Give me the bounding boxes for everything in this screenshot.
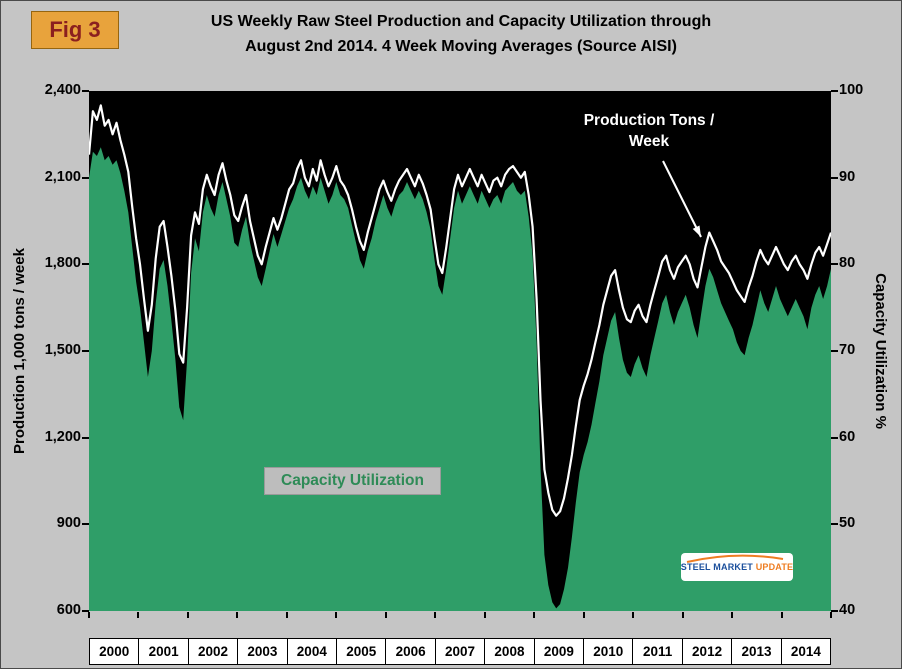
left-axis-tick-label: 1,200 [44, 428, 81, 445]
x-axis-tick-mark [731, 612, 734, 618]
right-axis-tick-mark [831, 176, 838, 179]
x-axis-year-label: 2006 [386, 639, 436, 664]
left-axis-tick-label: 1,500 [44, 342, 81, 358]
x-axis-tick-mark [582, 612, 585, 618]
left-axis-tick-label: 1,800 [44, 255, 81, 272]
x-axis-tick-mark [830, 612, 832, 618]
right-axis-tick-label: 100 [839, 82, 864, 98]
right-axis-tick-label: 40 [839, 602, 856, 618]
chart-title-line1: US Weekly Raw Steel Production and Capac… [210, 13, 712, 30]
x-axis-tick-mark [186, 612, 189, 618]
logo-word-steel: STEEL [680, 562, 711, 572]
right-axis-tick-mark [831, 610, 838, 612]
x-axis-year-label: 2003 [238, 639, 288, 664]
left-axis-tick-mark [82, 610, 89, 612]
x-axis-tick-mark [780, 612, 783, 618]
right-axis-tick-label: 70 [839, 342, 856, 358]
right-axis-tick-mark [831, 523, 838, 526]
left-axis-tick-mark [82, 523, 89, 526]
logo-swoosh-icon [686, 554, 784, 563]
left-axis-tick-label: 900 [56, 515, 81, 532]
plot-area: Production Tons / Week Capacity Utilizat… [89, 91, 831, 611]
x-axis-year-label: 2012 [683, 639, 733, 664]
x-axis-year-label: 2013 [732, 639, 782, 664]
production-series-label: Production Tons / Week [519, 111, 779, 153]
x-axis-tick-mark [137, 612, 140, 618]
production-series-label-line2: Week [628, 132, 670, 150]
x-axis-year-label: 2008 [485, 639, 535, 664]
x-axis-year-label: 2004 [288, 639, 338, 664]
right-axis-tick-label: 60 [839, 428, 856, 445]
production-label-arrow [662, 160, 702, 238]
right-axis-tick-mark [831, 90, 838, 92]
left-axis-tick-label: 600 [56, 602, 81, 618]
x-axis-tick-mark [236, 612, 239, 618]
x-axis-tick-mark [681, 612, 684, 618]
capacity-utilization-area [89, 147, 831, 611]
x-axis-year-label: 2014 [790, 644, 821, 659]
steel-market-update-logo: STEEL MARKET UPDATE [681, 553, 793, 581]
chart-canvas [89, 104, 831, 611]
x-axis-year-label: 2001 [139, 639, 189, 664]
figure-badge: Fig 3 [31, 11, 119, 49]
logo-text: STEEL MARKET UPDATE [681, 562, 794, 572]
right-axis-tick-label: 90 [839, 168, 856, 185]
left-axis-tick-mark [82, 436, 89, 439]
x-axis-tick-mark [285, 612, 288, 618]
x-axis-year-label: 2000 [90, 639, 140, 664]
x-axis-tick-mark [533, 612, 536, 618]
left-axis-tick-label: 2,100 [44, 168, 81, 185]
left-axis-tick-mark [82, 263, 89, 266]
production-series-label-line1: Production Tons / [583, 112, 715, 129]
x-axis-tick-mark [632, 612, 635, 618]
production-label-arrowhead [692, 225, 701, 237]
left-axis-tick-mark [82, 350, 89, 352]
chart-title: US Weekly Raw Steel Production and Capac… [136, 10, 786, 60]
right-axis-tick-mark [831, 350, 838, 352]
x-axis-year-band: 2000 2001 2002 2003 2004 2005 2006 2007 2008 2009… [89, 638, 831, 665]
left-axis-tick-mark [82, 176, 89, 179]
x-axis-year-label: 2009 [535, 639, 585, 664]
right-axis-tick-mark [831, 263, 838, 266]
left-axis-tick-label: 2,400 [44, 82, 81, 98]
chart-title-line2: August 2nd 2014. 4 Week Moving Averages … [245, 37, 677, 55]
production-line [89, 104, 831, 517]
x-axis-year-label: 2007 [436, 639, 486, 664]
x-axis-year-label: 2002 [189, 639, 239, 664]
x-axis-year-label: 2011 [633, 639, 683, 664]
left-axis-tick-mark [82, 90, 89, 92]
right-axis-tick-label: 80 [839, 255, 856, 272]
capacity-series-label: Capacity Utilization [264, 467, 441, 495]
logo-word-update: UPDATE [755, 562, 794, 572]
x-axis-tick-mark [434, 612, 437, 618]
x-axis-tick-mark [88, 612, 90, 618]
logo-word-market: MARKET [713, 562, 753, 572]
x-axis-tick-mark [483, 612, 486, 618]
x-axis-tick-mark [384, 612, 387, 618]
right-axis-tick-label: 50 [839, 515, 856, 532]
x-axis-tick-mark [335, 612, 338, 618]
x-axis-year-label: 2005 [337, 639, 387, 664]
right-axis-tick-mark [831, 436, 838, 439]
x-axis-year-label: 2010 [584, 639, 634, 664]
